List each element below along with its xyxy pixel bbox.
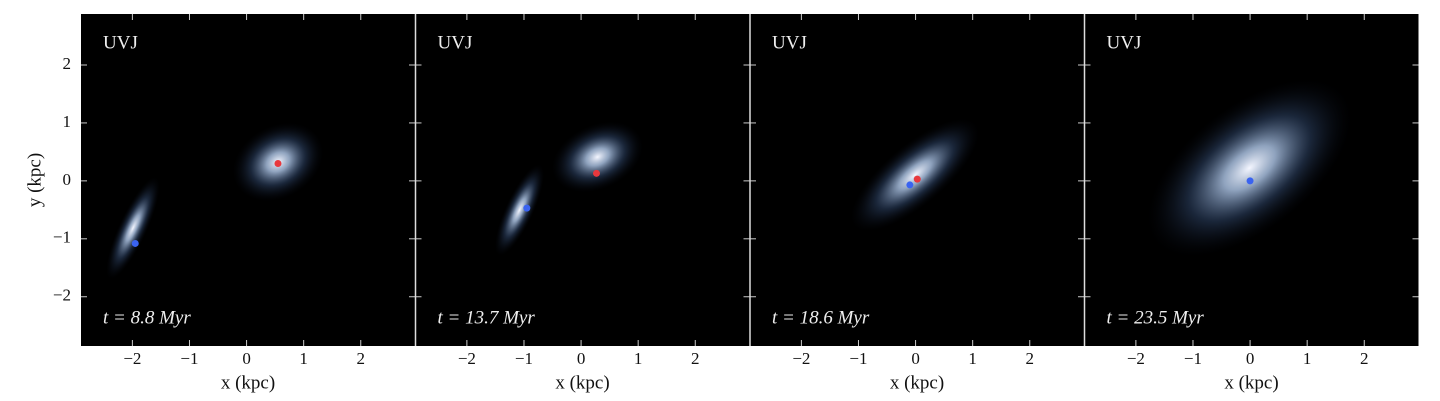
x-axis-label: x (kpc): [221, 372, 275, 393]
galaxy-glow: [551, 121, 644, 193]
time-annotation: t = 13.7 Myr: [438, 307, 536, 328]
y-axis-label: y (kpc): [24, 153, 45, 207]
galaxy-glow: [106, 176, 160, 280]
band-label: UVJ: [772, 32, 807, 53]
y-tick-label: −2: [53, 286, 71, 305]
x-tick-label: −1: [180, 349, 198, 368]
y-tick-label: 2: [63, 54, 72, 73]
y-tick-label: 0: [63, 170, 72, 189]
x-tick-label: −2: [792, 349, 810, 368]
galaxy-glow: [850, 118, 980, 232]
point: [592, 169, 600, 177]
galaxy-glow: [494, 164, 545, 256]
x-tick-label: 2: [1026, 349, 1035, 368]
time-annotation: t = 18.6 Myr: [772, 307, 870, 328]
x-tick-label: 1: [299, 349, 308, 368]
x-tick-label: 2: [357, 349, 366, 368]
x-tick-label: −2: [1127, 349, 1145, 368]
x-tick-label: −1: [849, 349, 867, 368]
x-tick-label: 0: [242, 349, 251, 368]
x-axis-label: x (kpc): [1224, 372, 1278, 393]
y-tick-label: −1: [53, 228, 71, 247]
point: [274, 159, 282, 167]
x-axis-label: x (kpc): [555, 372, 609, 393]
x-axis-label: x (kpc): [890, 372, 944, 393]
x-tick-label: 0: [1246, 349, 1255, 368]
x-tick-label: 1: [634, 349, 643, 368]
y-tick-label: 1: [63, 112, 72, 131]
band-label: UVJ: [1107, 32, 1142, 53]
band-label: UVJ: [438, 32, 473, 53]
point: [1246, 177, 1254, 185]
x-tick-label: 0: [577, 349, 586, 368]
x-tick-label: −2: [458, 349, 476, 368]
x-tick-label: −1: [1184, 349, 1202, 368]
point: [913, 175, 921, 183]
x-tick-label: −2: [123, 349, 141, 368]
x-tick-label: 2: [1360, 349, 1369, 368]
x-tick-label: 0: [911, 349, 920, 368]
point: [523, 204, 531, 212]
x-tick-label: 2: [691, 349, 700, 368]
point: [906, 181, 914, 189]
x-tick-label: 1: [968, 349, 977, 368]
time-annotation: t = 8.8 Myr: [103, 307, 191, 328]
x-tick-label: −1: [515, 349, 533, 368]
galaxy-glow: [1147, 79, 1352, 257]
band-label: UVJ: [103, 32, 138, 53]
point: [131, 239, 139, 247]
time-annotation: t = 23.5 Myr: [1107, 307, 1205, 328]
x-tick-label: 1: [1303, 349, 1312, 368]
